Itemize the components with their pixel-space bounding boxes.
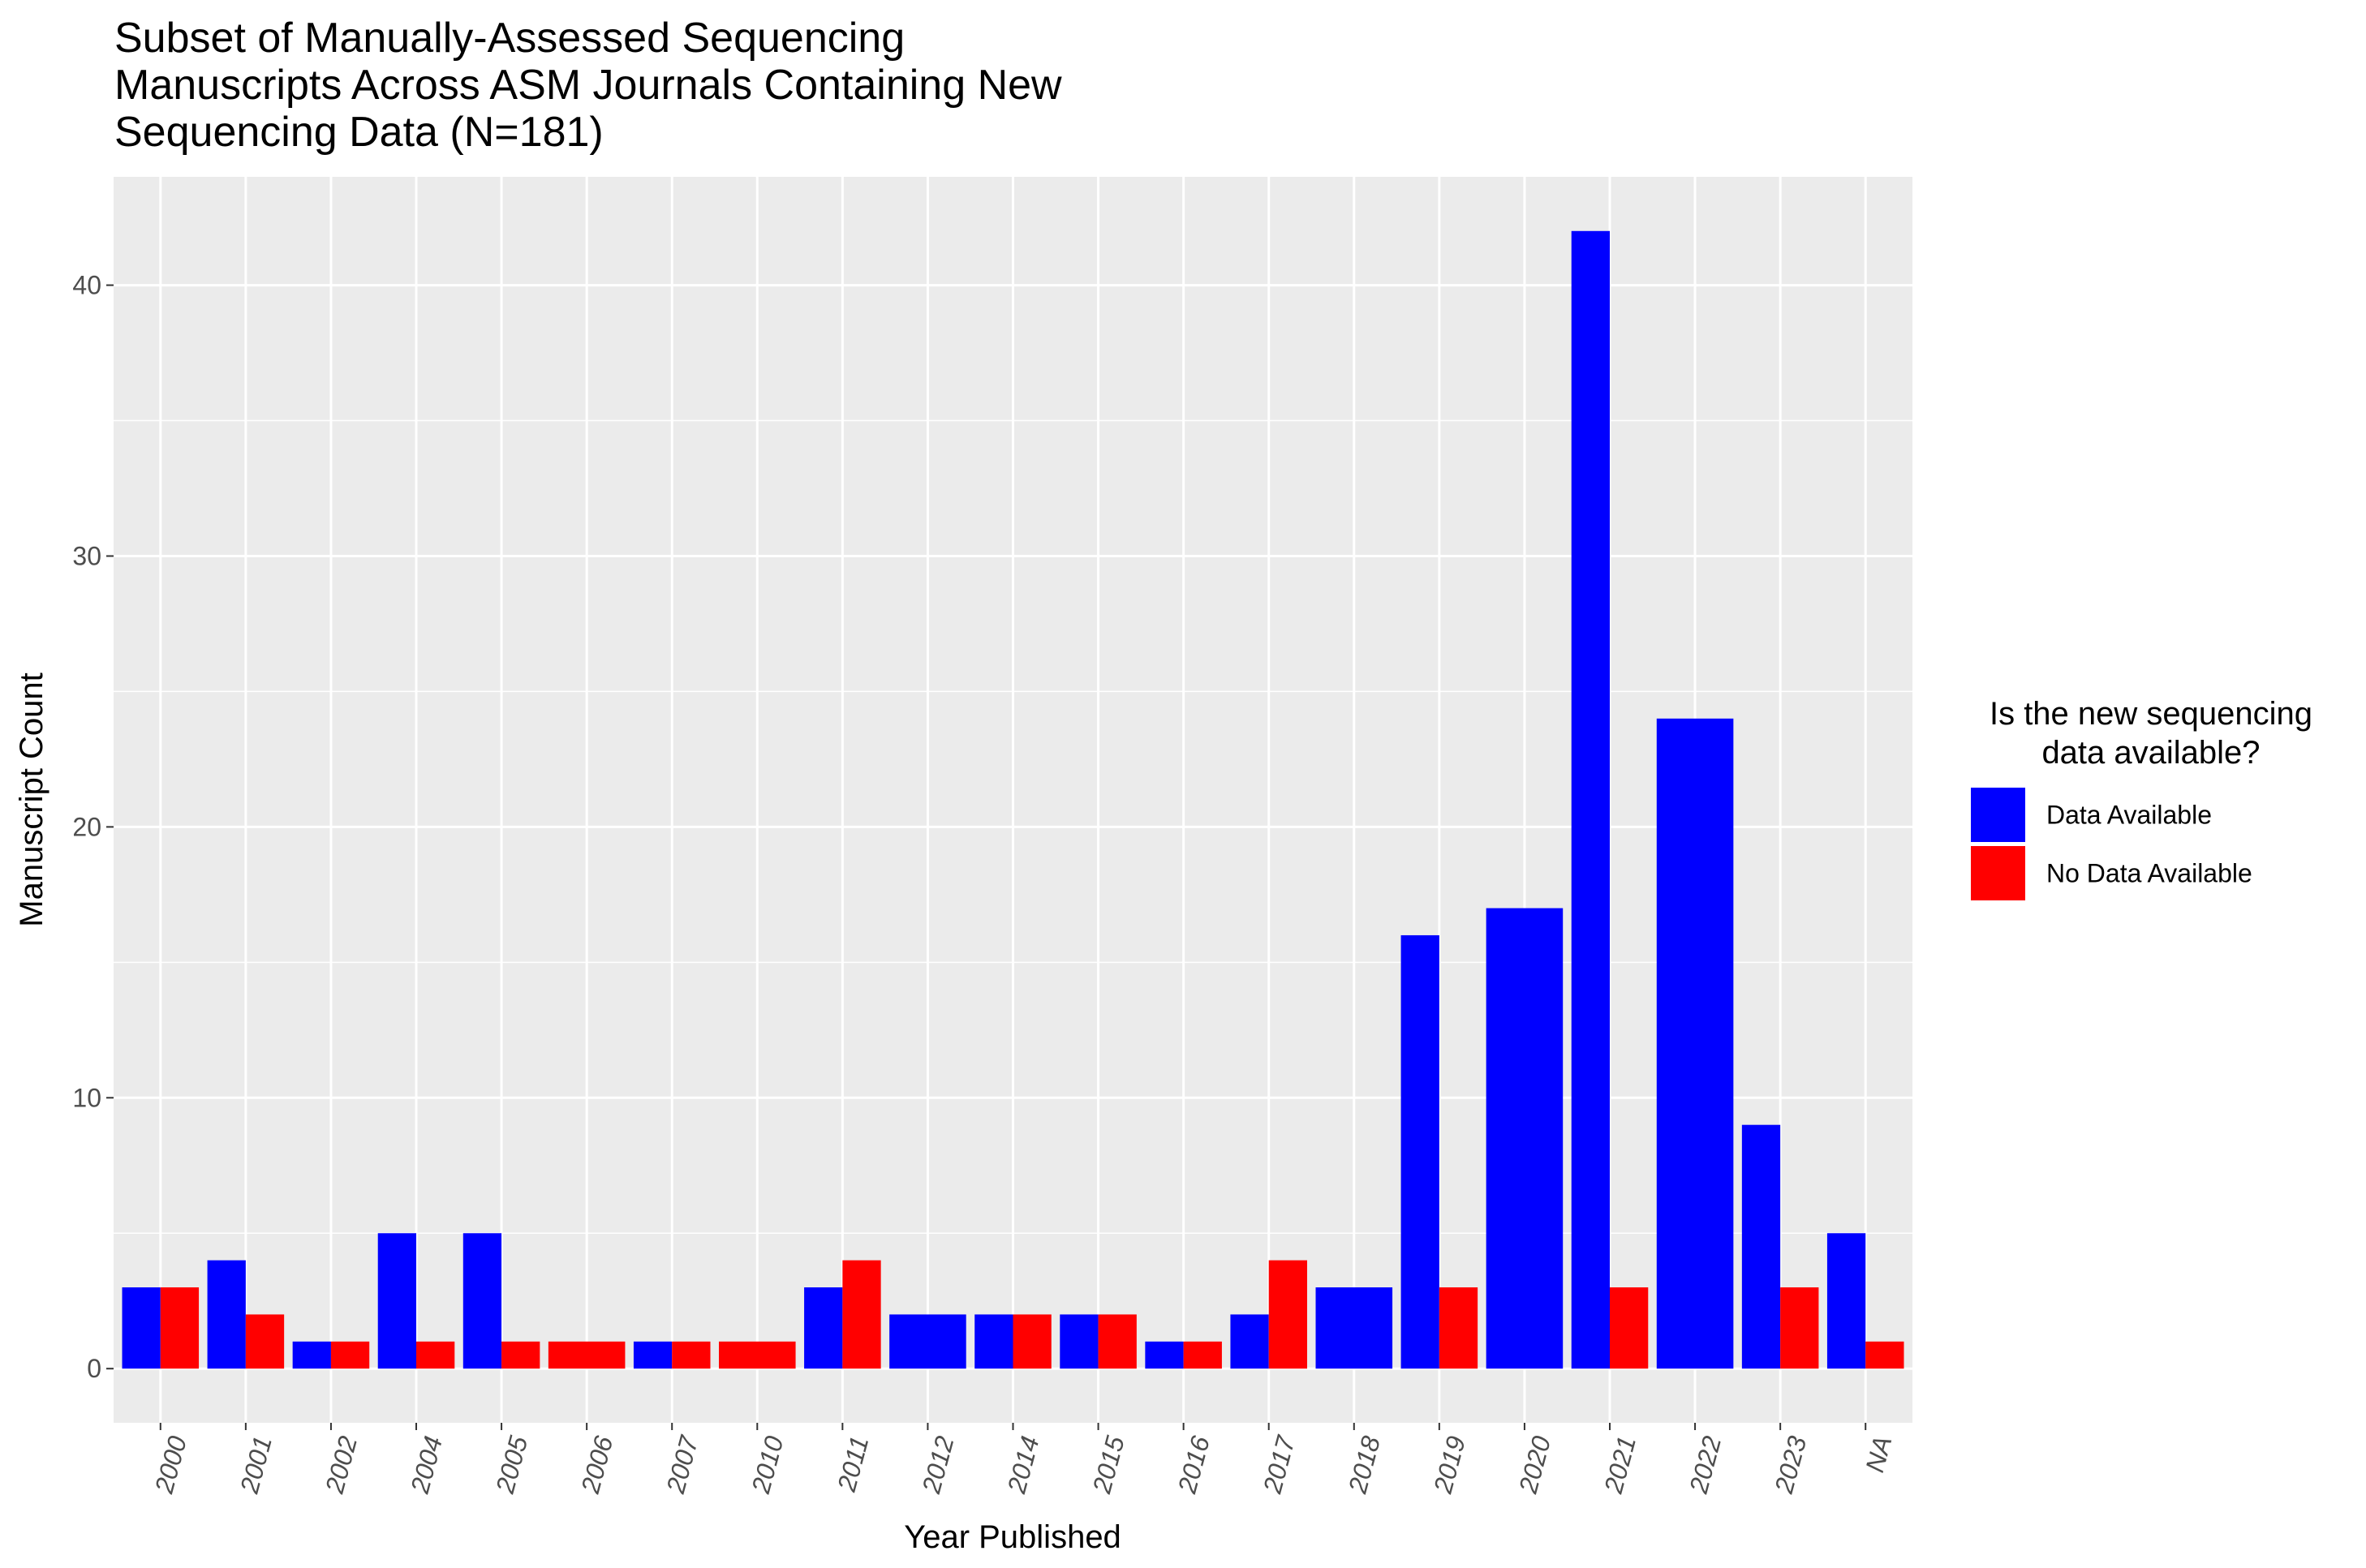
y-tick-label: 30 [72, 541, 101, 570]
x-tick-label: 2014 [1001, 1433, 1044, 1497]
chart-title-line-1: Subset of Manually-Assessed Sequencing [114, 15, 905, 62]
legend-label: Data Available [2046, 801, 2212, 830]
bar-data-available-2022 [1656, 718, 1734, 1369]
x-tick-label: 2015 [1086, 1433, 1130, 1497]
bar-no-data-available-2004 [416, 1341, 455, 1369]
bar-no-data-available-2011 [842, 1260, 881, 1369]
x-tick-label: 2005 [490, 1433, 534, 1497]
bar-data-available-2002 [292, 1341, 331, 1369]
legend-items: Data Available No Data Available [1971, 788, 2252, 900]
x-tick-label: 2001 [234, 1433, 277, 1497]
bar-data-available-NA [1826, 1233, 1866, 1369]
x-axis: 2000 2001 2002 2004 2005 2006 2007 2010 2011 2012… [149, 1423, 1897, 1497]
bar-data-available-2017 [1230, 1314, 1269, 1369]
chart-title-line-3: Sequencing Data (N=181) [114, 109, 604, 156]
bar-data-available-2016 [1145, 1341, 1184, 1369]
bar-data-available-2004 [377, 1233, 417, 1369]
bar-data-available-2023 [1741, 1124, 1781, 1369]
x-tick-label: 2016 [1172, 1433, 1215, 1497]
bar-data-available-2015 [1060, 1314, 1099, 1369]
x-tick-label: 2019 [1428, 1433, 1472, 1497]
bar-no-data-available-2005 [501, 1341, 540, 1369]
x-tick-label: 2002 [320, 1433, 364, 1497]
bar-data-available-2001 [207, 1260, 246, 1369]
chart-title-line-2: Manuscripts Across ASM Journals Containi… [114, 62, 1062, 109]
bar-no-data-available-2023 [1780, 1287, 1819, 1369]
y-axis: 0 10 20 30 40 [72, 271, 114, 1383]
y-tick-label: 10 [72, 1083, 101, 1112]
bar-no-data-available-2017 [1268, 1260, 1307, 1369]
x-tick-label: 2017 [1257, 1432, 1301, 1497]
x-tick-label: 2011 [832, 1433, 875, 1495]
x-tick-label: 2010 [746, 1433, 789, 1497]
legend-label: No Data Available [2046, 859, 2252, 888]
x-tick-label: 2004 [405, 1433, 448, 1497]
bar-data-available-2019 [1400, 934, 1439, 1369]
bar-no-data-available-2010 [719, 1341, 796, 1369]
bar-no-data-available-NA [1865, 1341, 1904, 1369]
bar-data-available-2012 [889, 1314, 966, 1369]
y-axis-title: Manuscript Count [14, 672, 49, 926]
x-tick-label: 2006 [575, 1433, 619, 1497]
bars [122, 230, 1904, 1369]
legend-key-data-available [1971, 788, 2025, 842]
y-tick-label: 0 [87, 1354, 101, 1383]
legend: Is the new sequencing data available? Da… [1971, 696, 2312, 900]
bar-data-available-2014 [974, 1314, 1013, 1369]
x-tick-label: 2007 [660, 1432, 704, 1497]
legend-title-line-2: data available? [2041, 735, 2260, 771]
bar-no-data-available-2007 [672, 1341, 711, 1369]
legend-key-no-data-available [1971, 846, 2025, 900]
legend-title-line-1: Is the new sequencing [1990, 696, 2312, 732]
bar-no-data-available-2019 [1439, 1287, 1478, 1369]
bar-no-data-available-2000 [160, 1287, 200, 1369]
x-tick-label: 2023 [1769, 1433, 1813, 1497]
bar-data-available-2005 [462, 1233, 502, 1369]
bar-no-data-available-2002 [330, 1341, 370, 1369]
bar-data-available-2018 [1315, 1287, 1393, 1369]
y-tick-label: 20 [72, 812, 101, 841]
bar-no-data-available-2006 [548, 1341, 626, 1369]
bar-no-data-available-2015 [1098, 1314, 1137, 1369]
x-tick-label: 2020 [1513, 1433, 1557, 1497]
x-tick-label: 2018 [1343, 1433, 1387, 1497]
chart-title: Subset of Manually-Assessed Sequencing M… [114, 15, 1062, 156]
bar-no-data-available-2001 [245, 1314, 285, 1369]
bar-no-data-available-2016 [1183, 1341, 1222, 1369]
bar-data-available-2021 [1571, 230, 1610, 1369]
bar-data-available-2007 [633, 1341, 673, 1369]
bar-data-available-2020 [1486, 908, 1564, 1369]
x-tick-label: 2021 [1598, 1433, 1641, 1497]
bar-no-data-available-2014 [1013, 1314, 1052, 1369]
bar-data-available-2011 [804, 1287, 843, 1369]
x-tick-label: 2022 [1684, 1433, 1727, 1497]
x-tick-label: 2000 [149, 1433, 193, 1497]
x-axis-title: Year Published [904, 1519, 1121, 1555]
bar-data-available-2000 [122, 1287, 161, 1369]
x-tick-label: 2012 [916, 1433, 960, 1497]
y-tick-label: 40 [72, 271, 101, 300]
x-tick-label: NA [1860, 1433, 1897, 1475]
bar-no-data-available-2021 [1609, 1287, 1649, 1369]
